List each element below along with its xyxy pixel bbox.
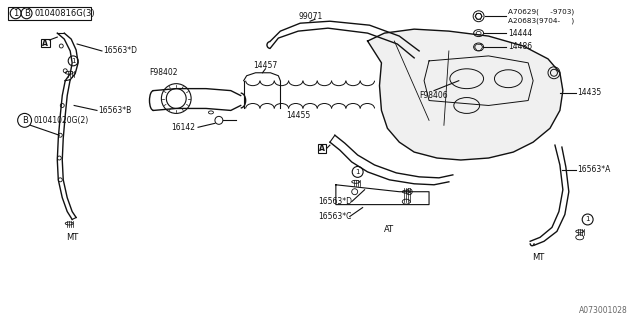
Text: B: B — [22, 116, 28, 125]
Text: 16563*B: 16563*B — [98, 106, 131, 115]
Text: 16563*A: 16563*A — [577, 165, 610, 174]
Text: 16563*C: 16563*C — [318, 212, 351, 221]
Text: A: A — [42, 38, 49, 48]
Text: 14435: 14435 — [577, 88, 601, 97]
Text: F98406: F98406 — [420, 91, 448, 100]
Text: 16563*D: 16563*D — [318, 197, 352, 206]
Text: A: A — [319, 144, 325, 153]
Polygon shape — [367, 29, 563, 160]
Text: 14455: 14455 — [286, 111, 310, 120]
Text: A073001028: A073001028 — [579, 306, 627, 315]
Text: 1: 1 — [13, 9, 19, 18]
Text: A20683(9704-     ): A20683(9704- ) — [508, 18, 575, 24]
Text: 14444: 14444 — [508, 28, 532, 38]
Text: AT: AT — [385, 225, 394, 234]
Text: B: B — [24, 9, 29, 18]
Text: 16563*D: 16563*D — [103, 46, 137, 55]
Text: 14457: 14457 — [253, 61, 278, 70]
Text: 01041020G(2): 01041020G(2) — [33, 116, 89, 125]
Text: 01040816G(3): 01040816G(3) — [35, 9, 95, 18]
Text: MT: MT — [532, 253, 544, 262]
Text: 1: 1 — [355, 169, 360, 175]
Text: 1: 1 — [586, 216, 590, 222]
Text: F98402: F98402 — [149, 68, 178, 77]
Text: 14486: 14486 — [508, 43, 532, 52]
Text: 1: 1 — [71, 58, 76, 64]
Text: A70629(     -9703): A70629( -9703) — [508, 8, 575, 14]
Text: MT: MT — [66, 233, 78, 242]
Text: 99071: 99071 — [298, 12, 323, 21]
Text: 16142: 16142 — [172, 123, 195, 132]
